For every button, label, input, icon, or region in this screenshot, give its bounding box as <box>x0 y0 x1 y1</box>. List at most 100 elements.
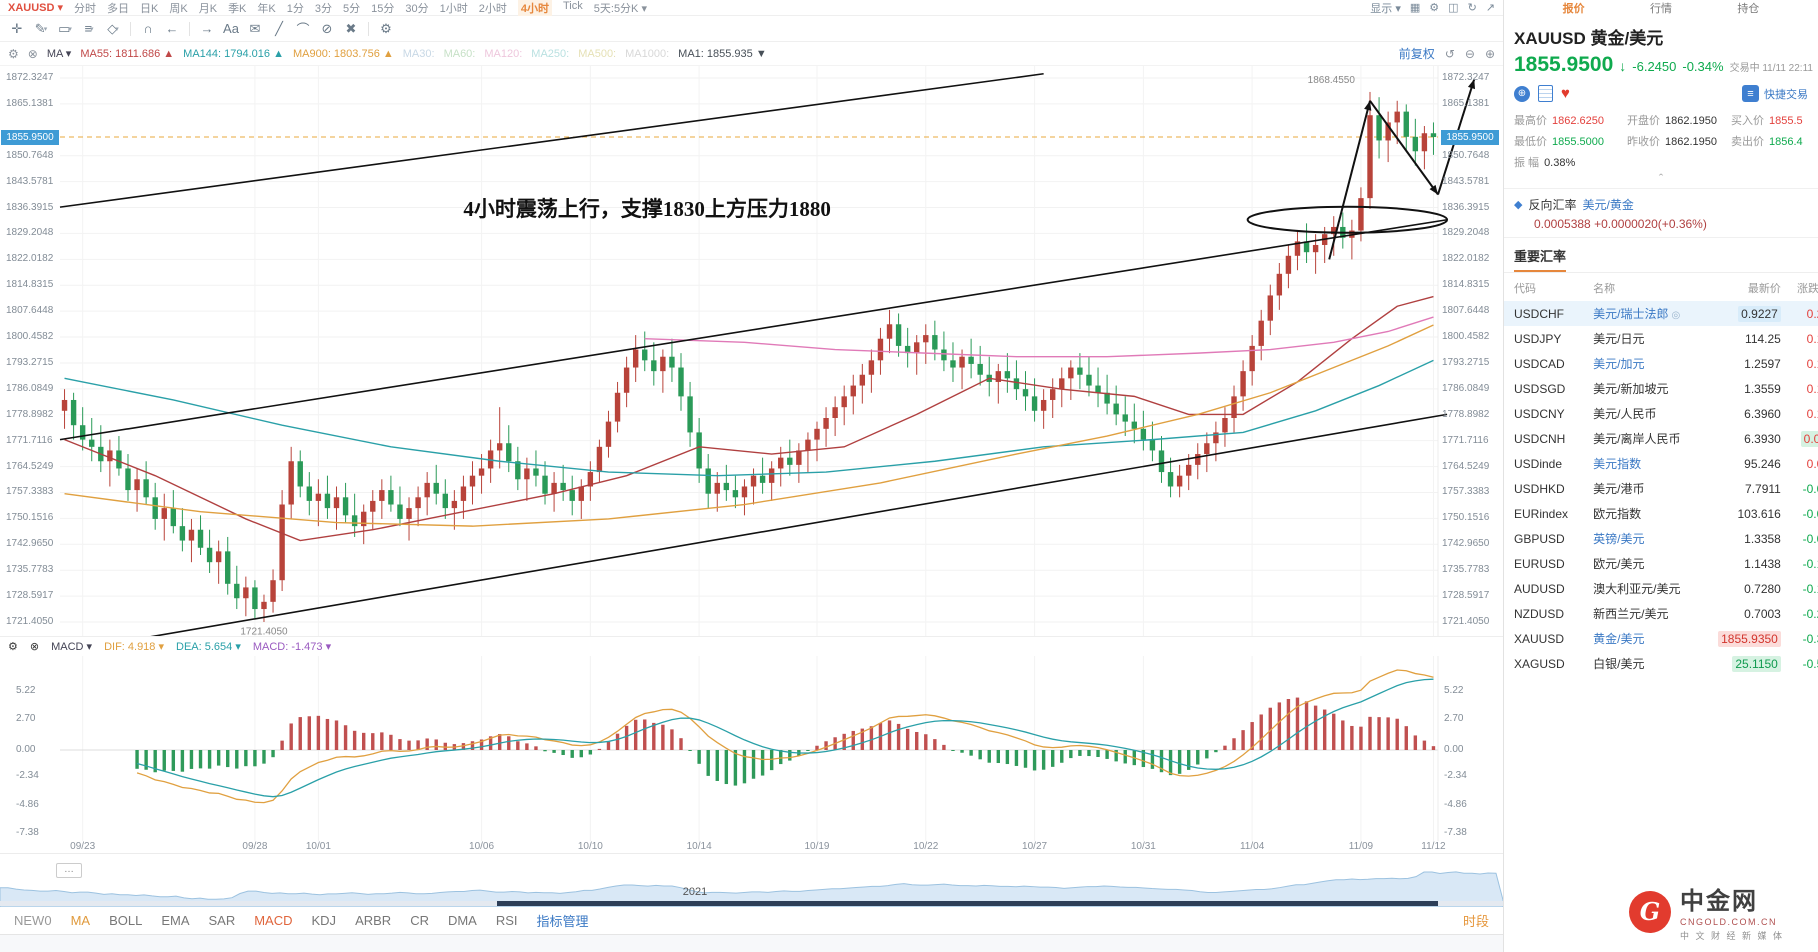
rate-name-link[interactable]: 黄金/美元 <box>1593 632 1645 646</box>
panel-tab-market[interactable]: 行情 <box>1649 3 1672 15</box>
fibonacci-tool-icon[interactable]: ◇ ▾ <box>107 20 119 36</box>
session-tab[interactable]: 时段 <box>1462 914 1489 929</box>
display-dropdown[interactable]: 显示 ▾ <box>1370 2 1401 15</box>
rate-name-link[interactable]: 新西兰元/美元 <box>1593 607 1669 621</box>
indicator-tab-SAR[interactable]: SAR <box>208 913 236 928</box>
ma-value-MA1[interactable]: MA1: 1855.935 ▼ <box>678 47 767 60</box>
rates-row-USDCHF[interactable]: USDCHF 美元/瑞士法郎◎ 0.9227 0.21 <box>1504 301 1818 326</box>
ma-value-MA120[interactable]: MA120: <box>484 47 523 60</box>
rate-name-link[interactable]: 白银/美元 <box>1593 657 1645 671</box>
globe-icon[interactable]: ⊕ <box>1514 85 1530 102</box>
indicator-tab-NEW0[interactable]: NEW0 <box>14 913 52 928</box>
note-tool-icon[interactable]: ✉ <box>249 20 261 36</box>
timeframe-tab-3分[interactable]: 3分 <box>314 2 332 15</box>
rates-row-AUDUSD[interactable]: AUDUSD 澳大利亚元/美元 0.7280 -0.19 <box>1504 576 1818 601</box>
ma-value-MA500[interactable]: MA500: <box>578 47 617 60</box>
refresh-icon[interactable]: ↻ <box>1467 2 1477 14</box>
collapse-chevron-icon[interactable]: ˆ <box>1504 172 1818 189</box>
rates-row-XAUUSD[interactable]: XAUUSD 黄金/美元 1855.9350 -0.34 <box>1504 626 1818 651</box>
price-adjust-mode[interactable]: 前复权 <box>1398 47 1435 61</box>
candlestick-chart-area[interactable]: 4小时震荡上行，支撑1830上方压力1880 1868.4550 1721.4050… <box>0 66 1503 654</box>
rates-row-NZDUSD[interactable]: NZDUSD 新西兰元/美元 0.7003 -0.23 <box>1504 601 1818 626</box>
macd-settings-gear-icon[interactable]: ⚙ <box>8 641 18 653</box>
timeframe-tab-15分[interactable]: 15分 <box>371 2 395 15</box>
macd-value-DEA[interactable]: DEA: 5.654 ▾ <box>176 641 241 653</box>
fullscreen-icon[interactable]: ↗ <box>1485 2 1495 14</box>
timeframe-tab-5天:5分K[interactable]: 5天:5分K ▾ <box>593 2 647 15</box>
macd-dropdown[interactable]: MACD ▾ <box>51 641 93 653</box>
rate-name-link[interactable]: 美元/加元 <box>1593 357 1645 371</box>
arc-tool-icon[interactable]: ⌒ <box>296 22 310 37</box>
timeframe-tab-季K[interactable]: 季K <box>228 2 247 15</box>
hide-drawings-icon[interactable]: ⊘ <box>321 20 333 36</box>
lines-tool-icon[interactable]: ≡ ▾ <box>84 21 94 36</box>
timeframe-tab-4小时[interactable]: 4小时 <box>517 0 552 16</box>
macd-close-icon[interactable]: ⊗ <box>29 641 40 653</box>
ma-value-MA60[interactable]: MA60: <box>443 47 476 60</box>
magnet-tool-icon[interactable]: ∩ <box>143 21 153 36</box>
grid-layout-icon[interactable]: ▦ <box>1409 2 1421 14</box>
navigator-more-button[interactable]: … <box>56 863 82 878</box>
inverse-pair-link[interactable]: 美元/黄金 <box>1582 198 1634 212</box>
delete-drawings-icon[interactable]: ✖ <box>345 20 357 36</box>
indicator-tab-RSI[interactable]: RSI <box>495 913 518 928</box>
undo-icon[interactable]: ↺ <box>1444 46 1455 61</box>
rates-row-USDSGD[interactable]: USDSGD 美元/新加坡元 1.3559 0.13 <box>1504 376 1818 401</box>
pencil-tool-icon[interactable]: ✎ ▾ <box>34 20 48 36</box>
rate-name-link[interactable]: 美元/离岸人民币 <box>1593 432 1681 446</box>
rates-row-USDHKD[interactable]: USDHKD 美元/港币 7.7911 -0.01 <box>1504 476 1818 501</box>
panel-tab-position[interactable]: 持仓 <box>1737 3 1760 15</box>
timeframe-tab-30分[interactable]: 30分 <box>405 2 429 15</box>
ma-value-MA900[interactable]: MA900: 1803.756 ▲ <box>292 47 394 60</box>
indicator-tab-KDJ[interactable]: KDJ <box>311 913 337 928</box>
favorite-heart-icon[interactable]: ♥ <box>1561 85 1570 102</box>
quick-trade-label[interactable]: 快捷交易 <box>1764 88 1808 101</box>
chart-style-icon[interactable]: ◫ <box>1448 2 1459 14</box>
ma-value-MA55[interactable]: MA55: 1811.686 ▲ <box>80 47 175 60</box>
rate-name-link[interactable]: 美元/人民币 <box>1593 407 1657 421</box>
rates-row-USDCAD[interactable]: USDCAD 美元/加元 1.2597 0.16 <box>1504 351 1818 376</box>
rate-name-link[interactable]: 澳大利亚元/美元 <box>1593 582 1681 596</box>
zoom-out-icon[interactable]: ⊖ <box>1464 46 1475 61</box>
rate-name-link[interactable]: 美元/港币 <box>1593 482 1645 496</box>
rates-row-USDCNY[interactable]: USDCNY 美元/人民币 6.3960 0.10 <box>1504 401 1818 426</box>
timeframe-tab-年K[interactable]: 年K <box>257 2 276 15</box>
rate-name-link[interactable]: 欧元/美元 <box>1593 557 1645 571</box>
indicator-tab-MACD[interactable]: MACD <box>254 913 293 928</box>
chart-navigator[interactable]: … 2021 <box>0 853 1504 908</box>
ma-value-MA1000[interactable]: MA1000: <box>625 47 670 60</box>
drawing-settings-icon[interactable]: ⚙ <box>380 20 392 36</box>
indicator-tab-指标管理[interactable]: 指标管理 <box>536 914 589 929</box>
rates-row-EURUSD[interactable]: EURUSD 欧元/美元 1.1438 -0.10 <box>1504 551 1818 576</box>
rates-row-USDCNH[interactable]: USDCNH 美元/离岸人民币 6.3930 0.07 <box>1504 426 1818 451</box>
ma-value-MA250[interactable]: MA250: <box>531 47 570 60</box>
timeframe-tab-多日[interactable]: 多日 <box>107 2 130 15</box>
timeframe-tab-分时[interactable]: 分时 <box>74 2 97 15</box>
indicator-tab-CR[interactable]: CR <box>410 913 429 928</box>
timeframe-tab-月K[interactable]: 月K <box>198 2 218 15</box>
rates-row-XAGUSD[interactable]: XAGUSD 白银/美元 25.1150 -0.55 <box>1504 651 1818 676</box>
timeframe-tab-日K[interactable]: 日K <box>140 2 159 15</box>
rate-name-link[interactable]: 美元指数 <box>1593 457 1642 471</box>
macd-chart[interactable] <box>0 656 1503 841</box>
rate-name-link[interactable]: 欧元指数 <box>1593 507 1642 521</box>
timeframe-tab-1分[interactable]: 1分 <box>286 2 304 15</box>
ma-settings-gear-icon[interactable]: ⚙ <box>8 46 19 61</box>
rates-row-GBPUSD[interactable]: GBPUSD 英镑/美元 1.3358 -0.09 <box>1504 526 1818 551</box>
macd-value-MACD[interactable]: MACD: -1.473 ▾ <box>252 641 332 653</box>
pan-right-icon[interactable]: → <box>200 21 214 36</box>
indicator-tab-BOLL[interactable]: BOLL <box>109 913 143 928</box>
indicator-tab-DMA[interactable]: DMA <box>447 913 477 928</box>
timeframe-tab-周K[interactable]: 周K <box>169 2 188 15</box>
settings-gear-icon[interactable]: ⚙ <box>1429 2 1440 14</box>
ma-value-MA30[interactable]: MA30: <box>402 47 435 60</box>
timeframe-tab-2小时[interactable]: 2小时 <box>478 2 507 15</box>
indicator-tab-EMA[interactable]: EMA <box>161 913 190 928</box>
shapes-tool-icon[interactable]: ▭ ▾ <box>58 20 72 36</box>
indicator-tab-MA[interactable]: MA <box>70 913 91 928</box>
rate-name-link[interactable]: 美元/瑞士法郎 <box>1593 307 1669 321</box>
navigator-area-chart[interactable] <box>0 854 1504 908</box>
news-doc-icon[interactable] <box>1538 85 1553 102</box>
candlestick-chart[interactable]: 4小时震荡上行，支撑1830上方压力1880 1868.4550 1721.4050 <box>0 66 1503 654</box>
symbol-selector[interactable]: XAUUSD ▾ <box>8 2 64 14</box>
